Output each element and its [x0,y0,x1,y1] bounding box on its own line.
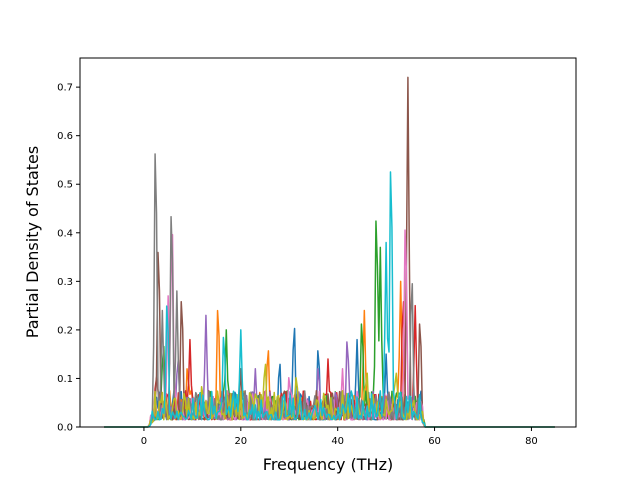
x-tick-label: 40 [331,436,344,447]
x-tick-label: 80 [525,436,538,447]
plot-frame [79,57,577,428]
y-tick-label: 0.6 [57,131,73,142]
x-axis: 0 20 40 60 80 [141,427,538,447]
y-tick-label: 0.2 [57,325,73,336]
y-tick-label: 0.7 [57,83,73,94]
y-tick-label: 0.1 [57,374,73,385]
y-tick-label: 0.0 [57,423,73,434]
x-tick-label: 60 [428,436,441,447]
x-axis-title: Frequency (THz) [263,455,393,474]
y-axis: 0.0 0.1 0.2 0.3 0.4 0.5 0.6 0.7 [57,83,80,434]
x-tick-label: 20 [234,436,247,447]
y-axis-title: Partial Density of States [23,146,42,338]
x-tick-label: 0 [141,436,147,447]
y-tick-label: 0.4 [57,228,73,239]
y-tick-label: 0.3 [57,277,73,288]
y-tick-label: 0.5 [57,180,73,191]
